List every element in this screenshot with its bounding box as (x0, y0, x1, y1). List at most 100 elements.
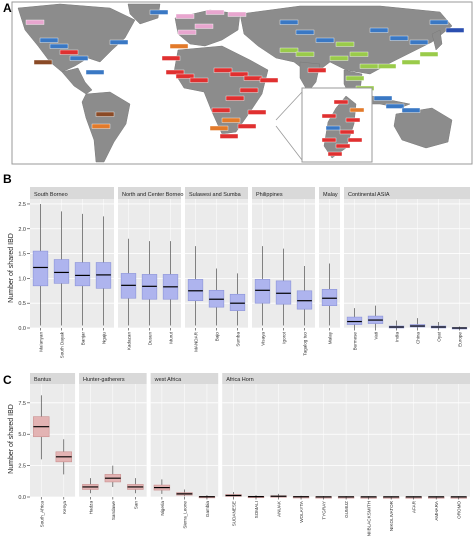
facet-panel-0 (30, 384, 76, 497)
x-tick-label-0-0: Ma'anyan (39, 332, 44, 352)
x-tick-label-3-1: SOMALI (254, 501, 259, 518)
panel-b-letter: B (3, 172, 12, 186)
population-label-52 (279, 47, 299, 53)
population-label-55 (445, 27, 465, 33)
chart-c-content: 0.0 2.5 5.0 7.5 Bantus South_Africa Kenya Hunte… (18, 373, 470, 536)
population-label-18 (165, 69, 185, 75)
population-label-2 (59, 49, 79, 55)
x-tick-label-1-2: Murut (169, 331, 174, 343)
x-tick-label-2-1: Sierra_Leone (182, 501, 187, 529)
facet-label-4: Malay (323, 192, 338, 198)
population-label-34 (295, 29, 315, 35)
population-label-6 (109, 39, 129, 45)
facet-label-0: South Borneo (34, 192, 68, 198)
facet-strip-1 (79, 373, 147, 384)
population-label-26 (225, 95, 245, 101)
population-label-24 (239, 87, 259, 93)
facet-label-5: Continental ASIA (348, 192, 390, 198)
y-tick-label-0: 0.0 (18, 326, 26, 332)
population-label-17 (161, 55, 181, 61)
x-tick-label-0-1: South Dayak (60, 331, 65, 358)
population-label-4 (25, 19, 45, 25)
x-tick-label-0-1: Kenya (62, 501, 67, 514)
facet-label-0: Bantus (34, 377, 51, 383)
population-label-51 (359, 63, 379, 69)
population-label-48 (419, 51, 439, 57)
panel-c-letter: C (3, 373, 12, 387)
madagascar-label-5 (339, 129, 355, 135)
facet-strip-2 (185, 187, 248, 199)
population-label-46 (389, 35, 409, 41)
population-label-54 (429, 19, 449, 25)
population-label-21 (213, 67, 233, 73)
x-tick-label-5-1: Vati (374, 332, 379, 340)
population-label-30 (209, 125, 229, 131)
facet-strip-0 (30, 373, 76, 384)
x-tick-label-5-3: China (416, 332, 421, 344)
x-tick-label-3-0: SUDANESE (231, 501, 236, 526)
madagascar-label-8 (327, 151, 343, 157)
population-label-23 (243, 75, 263, 81)
population-label-22 (229, 71, 249, 77)
facet-strip-3 (252, 187, 315, 199)
chart-b-content: 0.0 0.5 1.0 1.5 2.0 2.5 South Borneo Ma'anyan So… (18, 187, 470, 358)
x-tick-label-3-8: AFAR (412, 500, 417, 513)
y-tick-label-3: 7.5 (18, 401, 26, 407)
x-tick-label-2-0: Nigeria (160, 501, 165, 516)
madagascar-label-1 (349, 107, 365, 113)
population-label-53 (295, 51, 315, 57)
x-tick-label-2-2: Gambia (205, 501, 210, 518)
x-tick-label-3-5: GUMUZ (344, 501, 349, 518)
greenland-landmass (127, 3, 161, 25)
madagascar-label-6 (321, 137, 337, 143)
x-tick-label-1-1: Dusun (148, 332, 153, 346)
y-tick-label-1: 2.5 (18, 464, 26, 470)
population-label-31 (219, 133, 239, 139)
population-label-9 (91, 123, 111, 129)
population-label-5 (33, 59, 53, 65)
population-label-40 (345, 75, 365, 81)
madagascar-inset (275, 87, 373, 163)
chart-b: Number of shared IBD 0.0 0.5 1.0 1.5 2.0 2.5 S… (8, 187, 470, 358)
box-4-0 (321, 289, 338, 306)
y-tick-label-3: 1.5 (18, 252, 26, 258)
box-0-1 (53, 259, 70, 284)
x-tick-label-3-10: OROMO (457, 501, 462, 519)
population-label-0 (39, 37, 59, 43)
population-label-28 (221, 117, 241, 123)
population-label-19 (175, 73, 195, 79)
x-tick-label-3-3: WOLAYTA (299, 500, 304, 523)
population-label-49 (401, 59, 421, 65)
population-label-25 (259, 77, 279, 83)
population-label-29 (237, 123, 257, 129)
madagascar-label-9 (347, 137, 363, 143)
box-3-1 (275, 280, 292, 305)
facet-label-1: North and Center Borneo (122, 192, 183, 198)
x-tick-label-3-2: Tagalog tuo (303, 332, 308, 356)
y-tick-label-0: 0.0 (18, 495, 26, 501)
box-3-0 (254, 279, 271, 304)
central-america-landmass (61, 67, 93, 95)
x-tick-label-2-0: MANDAR (194, 331, 199, 352)
x-tick-label-2-2: Sumba (236, 332, 241, 347)
population-label-36 (335, 41, 355, 47)
x-tick-label-5-4: Oyat (437, 331, 442, 341)
population-label-10 (149, 9, 169, 15)
madagascar-label-3 (345, 117, 361, 123)
x-tick-label-2-1: Bajo (215, 332, 220, 342)
madagascar-label-4 (325, 125, 341, 131)
madagascar-label-0 (333, 99, 349, 105)
x-tick-label-1-0: Kadazan (127, 332, 132, 351)
population-label-32 (247, 109, 267, 115)
y-tick-label-5: 2.5 (18, 202, 26, 208)
panel-a-letter: A (3, 1, 12, 15)
box-2-2 (229, 293, 246, 311)
madagascar-label-2 (321, 113, 337, 119)
population-label-8 (95, 111, 115, 117)
x-tick-label-3-2: ANUAK (277, 500, 282, 517)
population-label-44 (401, 107, 421, 113)
madagascar-label-7 (335, 143, 351, 149)
chart-c: Number of shared IBD 0.0 2.5 5.0 7.5 Bantus S… (8, 373, 470, 536)
box-0-0 (32, 250, 49, 287)
